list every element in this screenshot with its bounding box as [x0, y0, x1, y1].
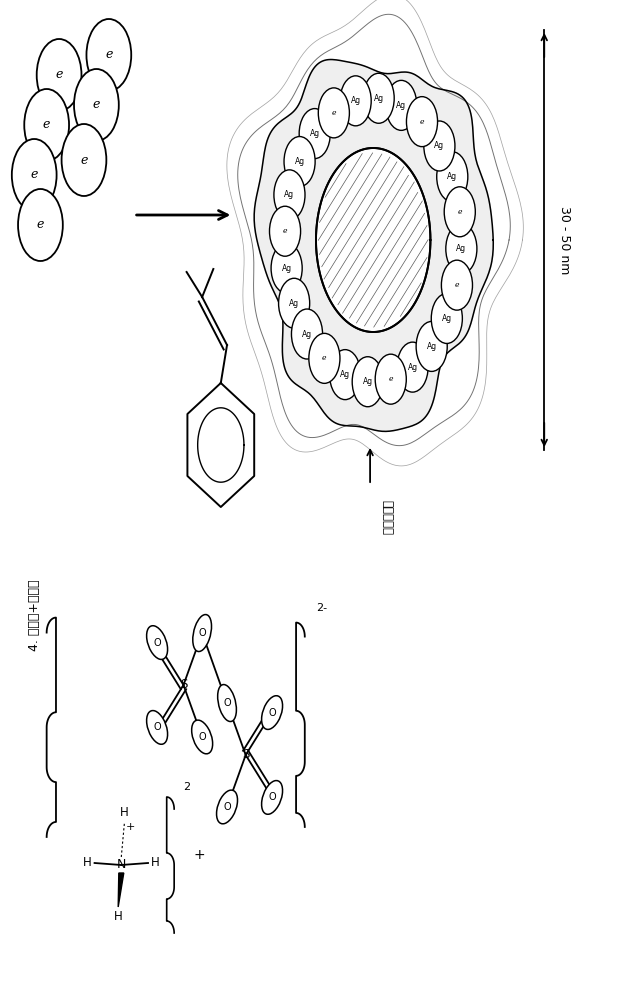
Text: e: e	[37, 219, 44, 232]
Circle shape	[424, 121, 455, 171]
Text: S: S	[242, 748, 249, 762]
Circle shape	[352, 357, 383, 407]
Polygon shape	[316, 148, 430, 332]
Circle shape	[269, 206, 300, 256]
Circle shape	[74, 69, 119, 141]
Circle shape	[284, 137, 315, 187]
Text: Ag: Ag	[427, 342, 437, 351]
Text: O: O	[223, 802, 231, 812]
Text: Ag: Ag	[310, 129, 320, 138]
Circle shape	[12, 139, 57, 211]
Text: e: e	[322, 354, 327, 362]
Text: Ag: Ag	[396, 101, 406, 110]
Circle shape	[397, 342, 428, 392]
Polygon shape	[254, 60, 493, 431]
Text: 30 - 50 nm: 30 - 50 nm	[558, 206, 571, 274]
Circle shape	[437, 152, 468, 202]
Ellipse shape	[193, 615, 211, 652]
Circle shape	[431, 293, 462, 343]
Circle shape	[299, 109, 330, 159]
Text: e: e	[43, 118, 50, 131]
Text: e: e	[458, 208, 462, 216]
Circle shape	[386, 80, 417, 130]
Text: Ag: Ag	[442, 314, 452, 323]
Text: 2-: 2-	[316, 603, 327, 613]
Ellipse shape	[147, 711, 167, 744]
Text: Ag: Ag	[295, 157, 305, 166]
Text: H: H	[120, 806, 129, 820]
Text: S: S	[180, 678, 187, 692]
Text: Ag: Ag	[457, 244, 466, 253]
Text: O: O	[268, 708, 276, 718]
Text: 聚苯乙烯壳: 聚苯乙烯壳	[381, 500, 393, 535]
Text: Ag: Ag	[407, 363, 417, 372]
Ellipse shape	[218, 685, 236, 722]
Text: 2: 2	[183, 782, 190, 792]
Text: O: O	[153, 722, 161, 732]
Circle shape	[416, 321, 447, 371]
Text: Ag: Ag	[284, 190, 295, 199]
Text: e: e	[80, 153, 88, 166]
Text: Ag: Ag	[374, 94, 384, 103]
Text: Ag: Ag	[302, 330, 312, 339]
Text: Ag: Ag	[447, 172, 457, 181]
Circle shape	[363, 73, 394, 123]
Circle shape	[330, 350, 361, 400]
Circle shape	[292, 309, 323, 359]
Text: Ag: Ag	[434, 141, 445, 150]
Text: e: e	[105, 48, 113, 62]
Text: 4. 引发剂+苯乙烯: 4. 引发剂+苯乙烯	[28, 579, 41, 651]
Text: e: e	[389, 375, 393, 383]
Text: Ag: Ag	[289, 299, 299, 308]
Text: e: e	[93, 99, 100, 111]
Circle shape	[309, 333, 340, 383]
Ellipse shape	[216, 790, 238, 824]
Text: e: e	[455, 281, 459, 289]
Text: N: N	[116, 858, 126, 871]
Circle shape	[37, 39, 81, 111]
Circle shape	[274, 170, 305, 220]
Text: O: O	[153, 638, 161, 648]
Text: O: O	[223, 698, 231, 708]
Ellipse shape	[262, 696, 282, 729]
Circle shape	[446, 224, 477, 274]
Ellipse shape	[262, 781, 282, 814]
Text: O: O	[198, 628, 206, 638]
Circle shape	[62, 124, 106, 196]
Text: O: O	[198, 732, 206, 742]
Text: H: H	[83, 856, 91, 869]
Ellipse shape	[192, 720, 213, 754]
Circle shape	[18, 189, 63, 261]
Circle shape	[442, 260, 473, 310]
Text: +: +	[126, 822, 136, 832]
Text: H: H	[114, 910, 123, 924]
Circle shape	[375, 354, 406, 404]
Ellipse shape	[147, 626, 167, 659]
Polygon shape	[118, 873, 124, 907]
Text: e: e	[30, 168, 38, 182]
Circle shape	[271, 243, 302, 293]
Circle shape	[406, 97, 437, 147]
Text: e: e	[283, 227, 287, 235]
Text: e: e	[55, 68, 63, 82]
Text: Ag: Ag	[282, 264, 292, 273]
Text: O: O	[268, 792, 276, 802]
Circle shape	[279, 278, 310, 328]
Text: Ag: Ag	[363, 377, 373, 386]
Circle shape	[444, 187, 475, 237]
Text: H: H	[151, 856, 160, 869]
Text: e: e	[420, 118, 424, 126]
Text: Ag: Ag	[340, 370, 350, 379]
Circle shape	[340, 76, 371, 126]
Text: +: +	[193, 848, 205, 862]
Text: e: e	[332, 109, 336, 117]
Circle shape	[86, 19, 131, 91]
Text: Ag: Ag	[351, 96, 361, 105]
Circle shape	[24, 89, 69, 161]
Circle shape	[318, 88, 350, 138]
